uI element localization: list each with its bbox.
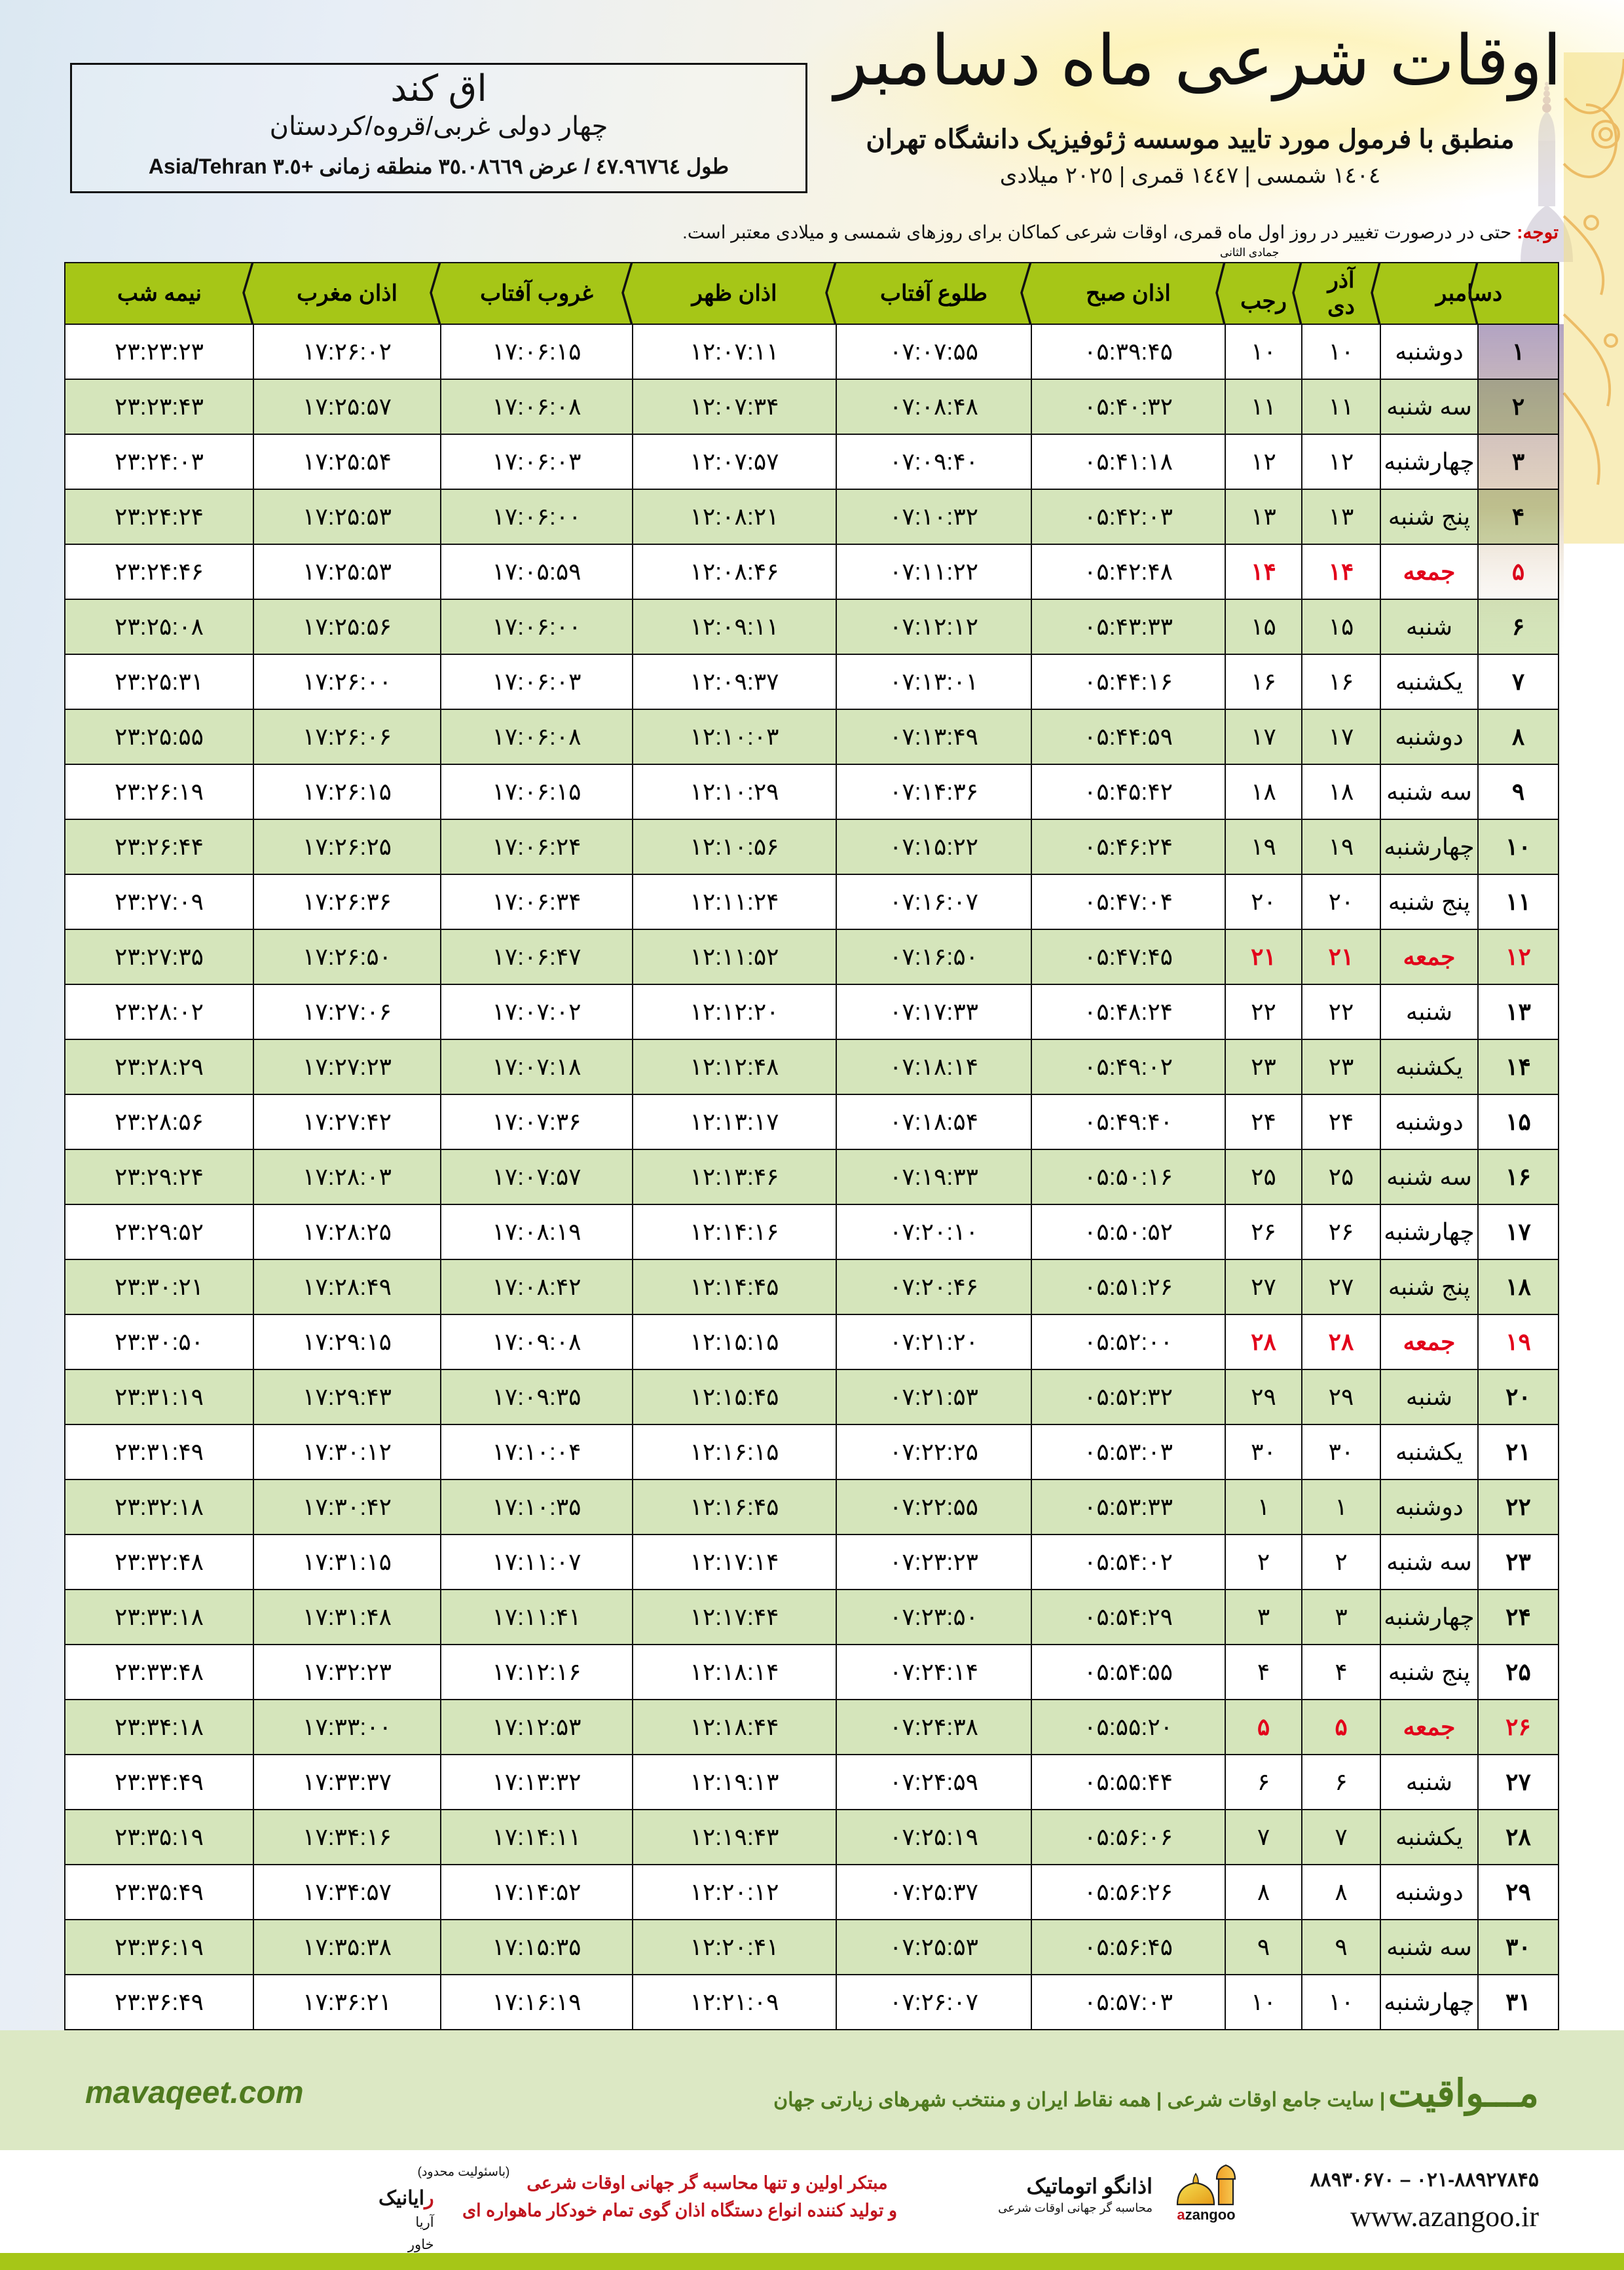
svg-text:azangoo: azangoo [1177,2206,1235,2223]
